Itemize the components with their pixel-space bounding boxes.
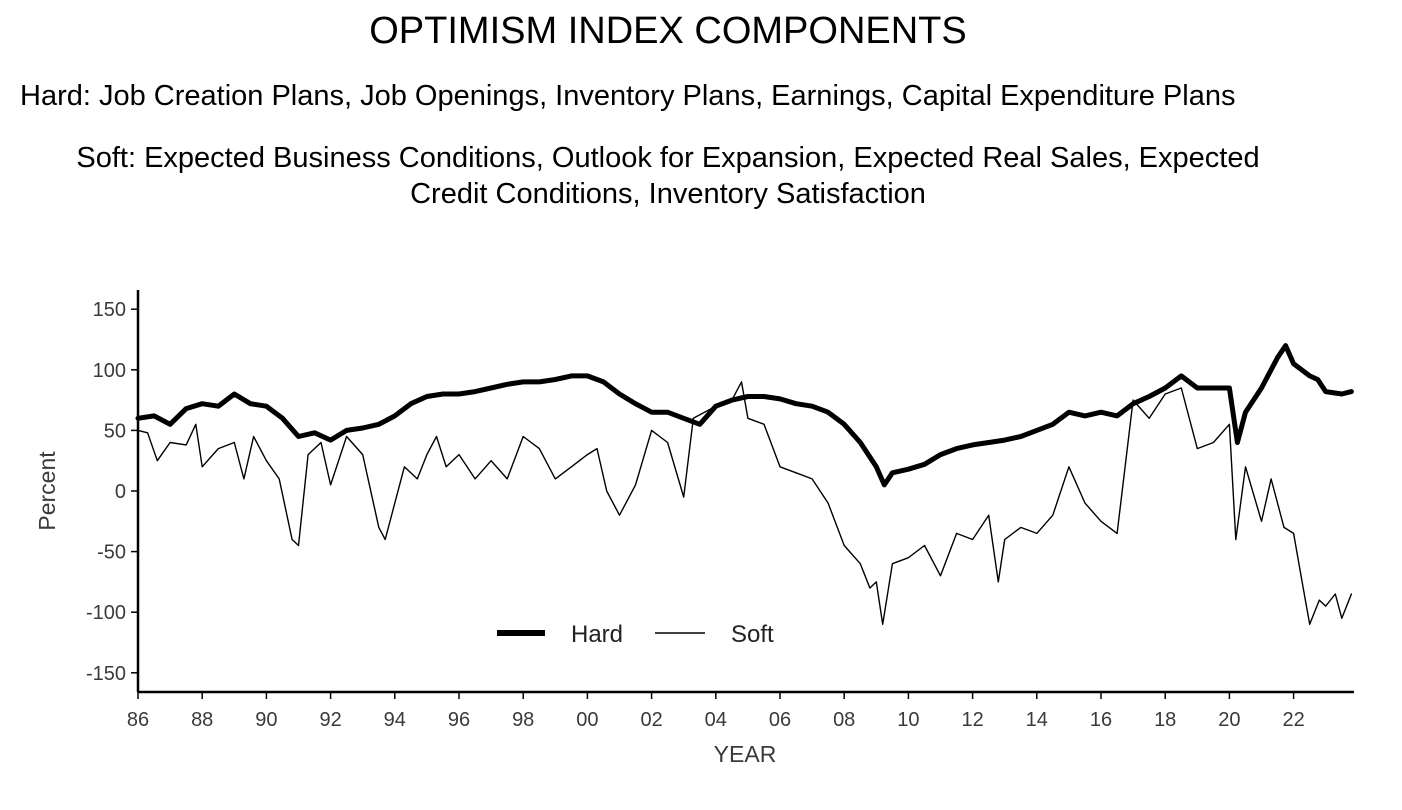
y-tick-label: -100 xyxy=(86,602,126,624)
x-tick-label: 08 xyxy=(833,709,855,731)
x-tick-label: 12 xyxy=(961,709,983,731)
series-line-soft xyxy=(137,381,1353,625)
x-axis-title: YEAR xyxy=(714,741,777,767)
series-line-hard xyxy=(135,343,1354,488)
x-axis-ticks: 86 88 90 92 94 96 98 00 02 04 06 08 10 12 14 16 18 20 22 xyxy=(127,692,1305,731)
soft-description-line1: Soft: Expected Business Conditions, Outl… xyxy=(76,142,1260,174)
x-tick-label: 88 xyxy=(191,709,213,731)
x-tick-label: 00 xyxy=(576,709,598,731)
soft-description-line2: Credit Conditions, Inventory Satisfactio… xyxy=(410,178,926,210)
series-lines xyxy=(135,343,1354,625)
y-axis-title: Percent xyxy=(34,451,60,531)
x-tick-label: 04 xyxy=(705,709,727,731)
x-tick-label: 18 xyxy=(1154,709,1176,731)
y-tick-label: 0 xyxy=(115,481,126,503)
soft-description: Soft: Expected Business Conditions, Outl… xyxy=(0,140,1336,212)
y-tick-label: 100 xyxy=(93,360,126,382)
y-axis-ticks: 150 100 50 0 -50 -100 -150 xyxy=(86,299,138,685)
chart-title: OPTIMISM INDEX COMPONENTS xyxy=(369,10,967,52)
legend-label-soft: Soft xyxy=(731,621,774,648)
x-tick-label: 10 xyxy=(897,709,919,731)
x-tick-label: 06 xyxy=(769,709,791,731)
x-tick-label: 92 xyxy=(319,709,341,731)
x-tick-label: 94 xyxy=(384,709,406,731)
x-tick-label: 86 xyxy=(127,709,149,731)
x-tick-label: 22 xyxy=(1282,709,1304,731)
y-tick-label: 50 xyxy=(104,420,126,442)
y-tick-label: -50 xyxy=(97,542,126,564)
legend-label-hard: Hard xyxy=(571,621,623,648)
hard-description: Hard: Job Creation Plans, Job Openings, … xyxy=(20,80,1236,112)
x-tick-label: 90 xyxy=(255,709,277,731)
x-tick-label: 02 xyxy=(640,709,662,731)
x-tick-label: 20 xyxy=(1218,709,1240,731)
y-tick-label: -150 xyxy=(86,663,126,685)
legend: Hard Soft xyxy=(497,621,774,648)
x-tick-label: 96 xyxy=(448,709,470,731)
x-tick-label: 16 xyxy=(1090,709,1112,731)
x-tick-label: 98 xyxy=(512,709,534,731)
x-tick-label: 14 xyxy=(1026,709,1048,731)
y-tick-label: 150 xyxy=(93,299,126,321)
